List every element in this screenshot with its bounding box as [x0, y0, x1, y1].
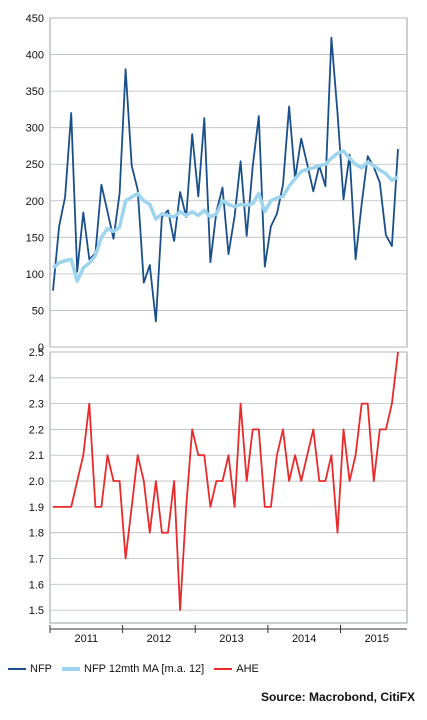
nfp-y-tick-label: 300: [26, 123, 44, 135]
ahe-y-tick-label: 1.5: [29, 605, 44, 617]
legend-swatch-ahe: [214, 668, 233, 670]
nfp-y-tick-label: 400: [26, 50, 44, 62]
ahe-plot-area: [49, 351, 408, 624]
legend-label-ahe: AHE: [236, 663, 259, 675]
nfp-y-tick-label: 350: [26, 86, 44, 98]
ahe-y-tick-label: 2.2: [29, 424, 44, 436]
legend-label-nfp: NFP: [30, 663, 52, 675]
ahe-y-tick-label: 1.7: [29, 553, 44, 565]
nfp-series-line-1: [51, 149, 399, 283]
x-tick-label: 2011: [74, 633, 98, 645]
x-tick-label: 2015: [365, 633, 389, 645]
nfp-y-tick-label: 150: [26, 232, 44, 244]
ahe-y-tick-label: 2.3: [29, 399, 44, 411]
nfp-series-line-0: [52, 36, 399, 323]
nfp-panel: 0 50 100 150 200 250 300 350 400 450: [26, 13, 408, 354]
x-tick-label: 2013: [219, 633, 243, 645]
legend-swatch-nfp: [8, 668, 26, 670]
legend-swatch-nfp-ma: [62, 667, 80, 671]
ahe-y-tick-label: 2.1: [29, 450, 44, 462]
x-tick-label: 2012: [147, 633, 171, 645]
nfp-y-tick-label: 250: [26, 159, 44, 171]
legend-item-nfp-ma: NFP 12mth MA [m.a. 12]: [62, 663, 204, 675]
nfp-y-tick-label: 450: [26, 13, 44, 25]
x-tick-label: 2014: [292, 633, 316, 645]
legend-item-nfp: NFP: [8, 663, 52, 675]
ahe-panel: 1.5 1.6 1.7 1.8 1.9 2.0 2.1 2.2 2.3 2.4 2.5: [29, 347, 408, 624]
ahe-y-tick-label: 2.5: [29, 347, 44, 359]
ahe-y-tick-label: 1.8: [29, 528, 44, 540]
nfp-y-tick-label: 0: [38, 342, 44, 354]
ahe-y-tick-label: 2.0: [29, 476, 44, 488]
nfp-y-tick-label: 50: [32, 305, 44, 317]
legend: NFP NFP 12mth MA [m.a. 12] AHE: [8, 663, 259, 675]
legend-label-nfp-ma: NFP 12mth MA [m.a. 12]: [84, 663, 205, 675]
x-axis: 2011 2012 2013 2014 2015: [49, 625, 407, 645]
ahe-y-tick-label: 1.9: [29, 502, 44, 514]
source-note: Source: Macrobond, CitiFX: [260, 690, 415, 704]
legend-item-ahe: AHE: [214, 663, 259, 675]
nfp-y-tick-label: 200: [26, 196, 44, 208]
nfp-y-tick-label: 100: [26, 269, 44, 281]
ahe-y-tick-label: 1.6: [29, 579, 44, 591]
ahe-series-line-0: [53, 351, 399, 611]
nfp-plot-area: [49, 17, 408, 348]
ahe-y-tick-label: 2.4: [29, 373, 44, 385]
